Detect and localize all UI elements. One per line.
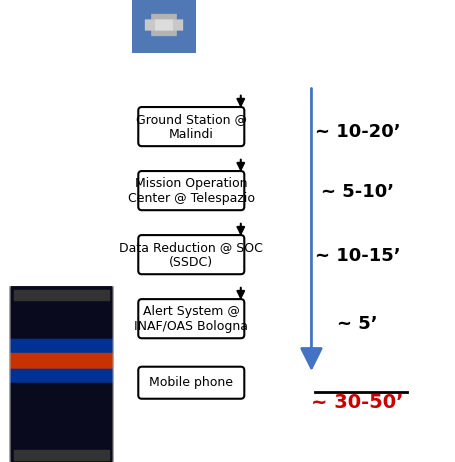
Text: ~ 10-20’: ~ 10-20’	[314, 123, 399, 141]
FancyBboxPatch shape	[138, 367, 244, 399]
FancyBboxPatch shape	[138, 235, 244, 274]
Text: Mission Operation
Center @ Telespazio: Mission Operation Center @ Telespazio	[127, 176, 254, 205]
FancyBboxPatch shape	[138, 107, 244, 146]
Text: ~ 10-15’: ~ 10-15’	[314, 248, 399, 266]
FancyBboxPatch shape	[138, 171, 244, 210]
Text: ~ 5-10’: ~ 5-10’	[320, 183, 393, 201]
Text: ~ 5’: ~ 5’	[336, 315, 377, 333]
FancyBboxPatch shape	[138, 299, 244, 338]
Text: ~ 30-50’: ~ 30-50’	[310, 393, 403, 412]
Text: Mobile phone: Mobile phone	[149, 376, 233, 389]
Text: Data Reduction @ SOC
(SSDC): Data Reduction @ SOC (SSDC)	[119, 241, 263, 269]
Bar	[15, 450, 108, 460]
Text: Alert System @
INAF/OAS Bologna: Alert System @ INAF/OAS Bologna	[134, 304, 248, 333]
Text: Ground Station @
Malindi: Ground Station @ Malindi	[136, 113, 246, 140]
Bar	[15, 290, 108, 300]
